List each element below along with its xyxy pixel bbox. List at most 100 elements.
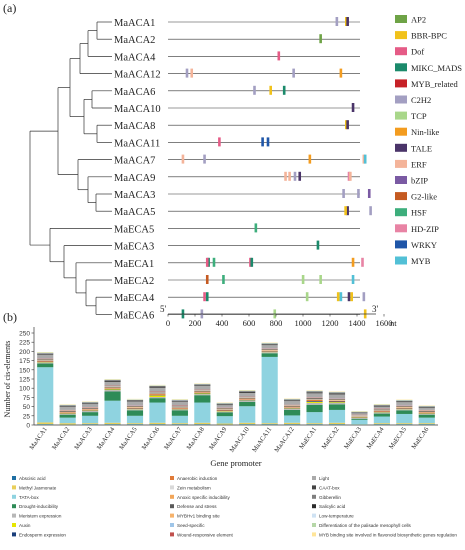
motif-mark <box>267 137 270 146</box>
stacked-bar-chart: 0 25 50 75 100 125 150 175 200 225 250 Number of ci… <box>3 327 438 468</box>
bar-segment <box>37 359 53 360</box>
bar-segment <box>104 424 120 425</box>
bar-segment <box>351 419 367 420</box>
bar-segment <box>329 402 345 403</box>
legend-swatch <box>395 176 407 184</box>
legend-swatch <box>170 532 174 536</box>
x-tick-label: 400 <box>216 318 229 328</box>
x-tick-label: MaECA3 <box>343 426 363 450</box>
motif-mark <box>317 241 320 250</box>
legend-swatch <box>12 476 16 480</box>
five-prime-label: 5' <box>160 304 167 314</box>
bar-segment <box>37 354 53 355</box>
bar-segment <box>60 414 76 415</box>
motif-mark <box>342 189 345 198</box>
legend-swatch <box>395 31 407 39</box>
bar-segment <box>374 407 390 409</box>
bar-segment <box>194 385 210 386</box>
legend-label: Abscisic acid <box>19 476 46 481</box>
bar-segment <box>127 408 143 409</box>
bar-segment <box>217 424 233 425</box>
bar-segment <box>82 410 98 411</box>
bar-segment <box>262 352 278 353</box>
bar-segment <box>37 355 53 359</box>
bar-segment <box>419 415 435 418</box>
legend-label: TCP <box>411 111 427 121</box>
bar-segment <box>262 353 278 357</box>
bar-segment <box>217 416 233 423</box>
legend-label: BBR-BPC <box>411 31 447 41</box>
y-axis-label: Number of cis-elements <box>3 341 12 418</box>
bar-segment <box>239 423 255 424</box>
legend-label: Salicylic acid <box>319 504 346 509</box>
bar-segment <box>149 403 165 423</box>
bar-segment <box>284 424 300 425</box>
bar-segment <box>306 392 322 393</box>
y-tick-label: 175 <box>19 358 30 365</box>
gene-label: MaECA6 <box>114 310 154 321</box>
bar-segment <box>172 407 188 408</box>
bar-segment <box>284 406 300 407</box>
legend-label: Seed-specific <box>177 523 205 528</box>
motif-mark <box>352 103 355 112</box>
motif-mark <box>218 137 221 146</box>
motif-mark <box>346 17 349 26</box>
motif-mark <box>288 172 291 181</box>
bar-segment <box>127 424 143 425</box>
bar-segment <box>351 420 367 424</box>
bar-segment <box>374 414 390 417</box>
legend-swatch <box>170 485 174 489</box>
y-tick-label: 125 <box>19 377 30 384</box>
bar-segment <box>329 403 345 404</box>
bar-segment <box>306 423 322 424</box>
bar-segment <box>419 408 435 410</box>
y-tick-label: 0 <box>26 423 30 430</box>
bar-segment <box>82 411 98 412</box>
legend-swatch <box>312 504 316 508</box>
bar-segment <box>37 422 53 424</box>
panel-b-label: (b) <box>3 310 17 324</box>
motif-mark <box>206 275 209 284</box>
bar-segment <box>306 398 322 399</box>
x-tick-label: MaACA2 <box>51 426 71 451</box>
legend-swatch <box>170 514 174 518</box>
legend-swatch <box>12 485 16 489</box>
motif-mark <box>357 189 360 198</box>
bar-segment <box>239 398 255 399</box>
motif-mark <box>340 292 343 301</box>
motif-mark <box>364 155 367 164</box>
bar-segment <box>419 418 435 424</box>
x-tick-label: 200 <box>189 318 202 328</box>
gene-label: MaACA12 <box>114 70 161 81</box>
bar-segment <box>172 410 188 416</box>
legend-swatch <box>395 47 407 55</box>
x-tick-label: MaACA4 <box>96 426 117 452</box>
bar-segment <box>37 424 53 425</box>
bar-segment <box>306 402 322 403</box>
legend-label: Endosperm expression <box>19 532 66 537</box>
bar-segment <box>217 410 233 411</box>
y-tick-label: 200 <box>19 349 30 356</box>
bar-segment <box>37 362 53 363</box>
legend-swatch <box>170 504 174 508</box>
phylogenetic-tree <box>30 22 112 314</box>
legend-label: Meristem expression <box>19 514 62 519</box>
legend-label: HSF <box>411 208 427 218</box>
legend-swatch <box>395 128 407 136</box>
bar-segment <box>284 423 300 424</box>
legend-swatch <box>12 523 16 527</box>
motif-mark <box>348 292 351 301</box>
legend-swatch <box>395 79 407 87</box>
bar-segment <box>306 403 322 405</box>
motif-mark <box>298 172 301 181</box>
bar-segment <box>351 418 367 419</box>
legend-swatch <box>395 96 407 104</box>
bar-segment <box>419 412 435 413</box>
legend-label: TALE <box>411 143 432 153</box>
x-tick-label: 1000 <box>295 318 312 328</box>
legend-swatch <box>170 523 174 527</box>
bar-segment <box>60 406 76 407</box>
bar-segment <box>149 397 165 398</box>
x-tick-label: MaACA12 <box>273 426 295 454</box>
motif-mark <box>255 223 258 232</box>
